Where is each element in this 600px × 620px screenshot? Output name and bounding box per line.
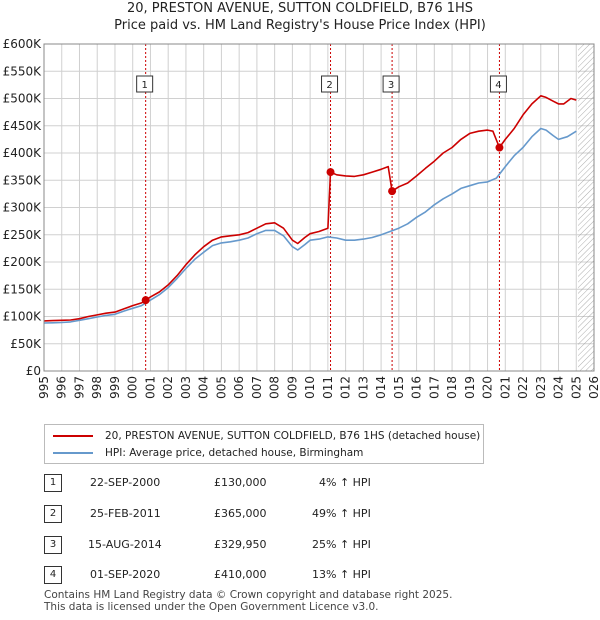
y-tick-label: £300K [3,201,43,215]
footer-copyright: Contains HM Land Registry data © Crown c… [44,589,453,601]
x-tick-label: 2001 [143,376,157,400]
sale-marker-box [489,75,507,93]
x-tick-label: 2020 [481,376,495,400]
transaction-price: £329,950 [214,538,267,551]
x-tick-label: 2017 [427,376,441,400]
y-tick-label: £600K [3,37,43,51]
transaction-price: £130,000 [214,476,267,489]
x-tick-label: 2010 [303,376,317,400]
sale-point [388,187,397,196]
chart-title: 20, PRESTON AVENUE, SUTTON COLDFIELD, B7… [0,0,600,34]
legend: 20, PRESTON AVENUE, SUTTON COLDFIELD, B7… [44,424,484,464]
x-tick-label: 2014 [374,376,388,400]
x-tick-label: 2015 [392,376,406,400]
transaction-row: 1 22-SEP-2000 £130,000 4% ↑ HPI [44,474,484,492]
x-tick-label: 2022 [516,376,530,400]
x-tick-label: 2003 [179,376,193,400]
x-tick-label: 1999 [108,376,122,400]
transaction-number: 4 [44,566,62,584]
y-tick-label: £400K [3,146,43,160]
transaction-row: 3 15-AUG-2014 £329,950 25% ↑ HPI [44,536,484,554]
y-tick-label: £100K [3,310,43,324]
x-tick-label: 2026 [587,376,600,400]
y-tick-label: £0 [26,364,41,378]
sale-marker-box [321,75,339,93]
y-tick-label: £450K [3,119,43,133]
y-tick-label: £150K [3,282,43,296]
y-tick-label: £250K [3,228,43,242]
legend-swatch-property [53,435,93,437]
sale-marker-box [136,75,154,93]
x-tick-label: 2000 [126,376,140,400]
transaction-number: 2 [44,505,62,523]
transaction-hpi-delta: 4% ↑ HPI [319,476,371,489]
transaction-row: 4 01-SEP-2020 £410,000 13% ↑ HPI [44,566,484,584]
transaction-date: 01-SEP-2020 [90,568,161,581]
transaction-date: 25-FEB-2011 [90,507,161,520]
price-chart: 1 2 3 4 £0 £50K £100K £150K £200K £250K £300K £350… [3,37,600,400]
y-tick-label: £550K [3,64,43,78]
transaction-price: £365,000 [214,507,267,520]
sale-point [326,168,335,177]
x-tick-label: 2021 [498,376,512,400]
x-tick-label: 2019 [463,376,477,400]
x-tick-label: 2023 [534,376,548,400]
x-tick-label: 2025 [569,376,583,400]
x-tick-label: 2018 [445,376,459,400]
sale-marker-label: 1 [141,80,147,91]
x-tick-label: 2006 [232,376,246,400]
legend-item-hpi: HPI: Average price, detached house, Birm… [53,445,363,461]
footer-license: This data is licensed under the Open Gov… [44,601,379,613]
x-tick-label: 1997 [72,376,86,400]
x-tick-label: 2005 [214,376,228,400]
legend-label-property: 20, PRESTON AVENUE, SUTTON COLDFIELD, B7… [105,430,481,442]
sale-point [141,296,150,305]
transaction-hpi-delta: 25% ↑ HPI [312,538,371,551]
x-tick-label: 1995 [37,376,51,400]
x-tick-label: 2007 [250,376,264,400]
x-tick-label: 2002 [161,376,175,400]
transaction-number: 1 [44,474,62,492]
x-tick-label: 1996 [55,376,69,400]
transaction-hpi-delta: 49% ↑ HPI [312,507,371,520]
title-address: 20, PRESTON AVENUE, SUTTON COLDFIELD, B7… [126,1,474,16]
x-tick-label: 2011 [321,376,335,400]
transaction-date: 22-SEP-2000 [90,476,161,489]
sale-marker-label: 3 [388,80,394,91]
title-subtitle: Price paid vs. HM Land Registry's House … [114,18,486,33]
x-tick-label: 2024 [552,376,566,400]
y-tick-label: £500K [3,92,43,106]
hpi-line [43,127,577,324]
sale-marker-box [382,75,400,93]
legend-item-property: 20, PRESTON AVENUE, SUTTON COLDFIELD, B7… [53,428,480,444]
y-tick-label: £200K [3,255,43,269]
sale-point [495,143,504,152]
x-tick-label: 2016 [410,376,424,400]
sale-marker-label: 2 [326,80,332,91]
transaction-price: £410,000 [214,568,267,581]
y-tick-label: £50K [10,337,42,351]
transaction-number: 3 [44,536,62,554]
x-tick-label: 2009 [285,376,299,400]
x-tick-label: 2012 [339,376,353,400]
x-tick-label: 1998 [90,376,104,400]
x-tick-label: 2004 [197,376,211,400]
legend-swatch-hpi [53,452,93,454]
forecast-hatch [578,44,594,371]
plot-border [43,43,595,372]
x-tick-label: 2013 [356,376,370,400]
x-tick-label: 2008 [268,376,282,400]
sale-marker-label: 4 [495,80,501,91]
legend-label-hpi: HPI: Average price, detached house, Birm… [105,447,364,459]
transaction-date: 15-AUG-2014 [88,538,162,551]
y-tick-label: £350K [3,173,43,187]
transaction-hpi-delta: 13% ↑ HPI [312,568,371,581]
footer: Contains HM Land Registry data © Crown c… [44,589,452,613]
transaction-row: 2 25-FEB-2011 £365,000 49% ↑ HPI [44,505,484,523]
